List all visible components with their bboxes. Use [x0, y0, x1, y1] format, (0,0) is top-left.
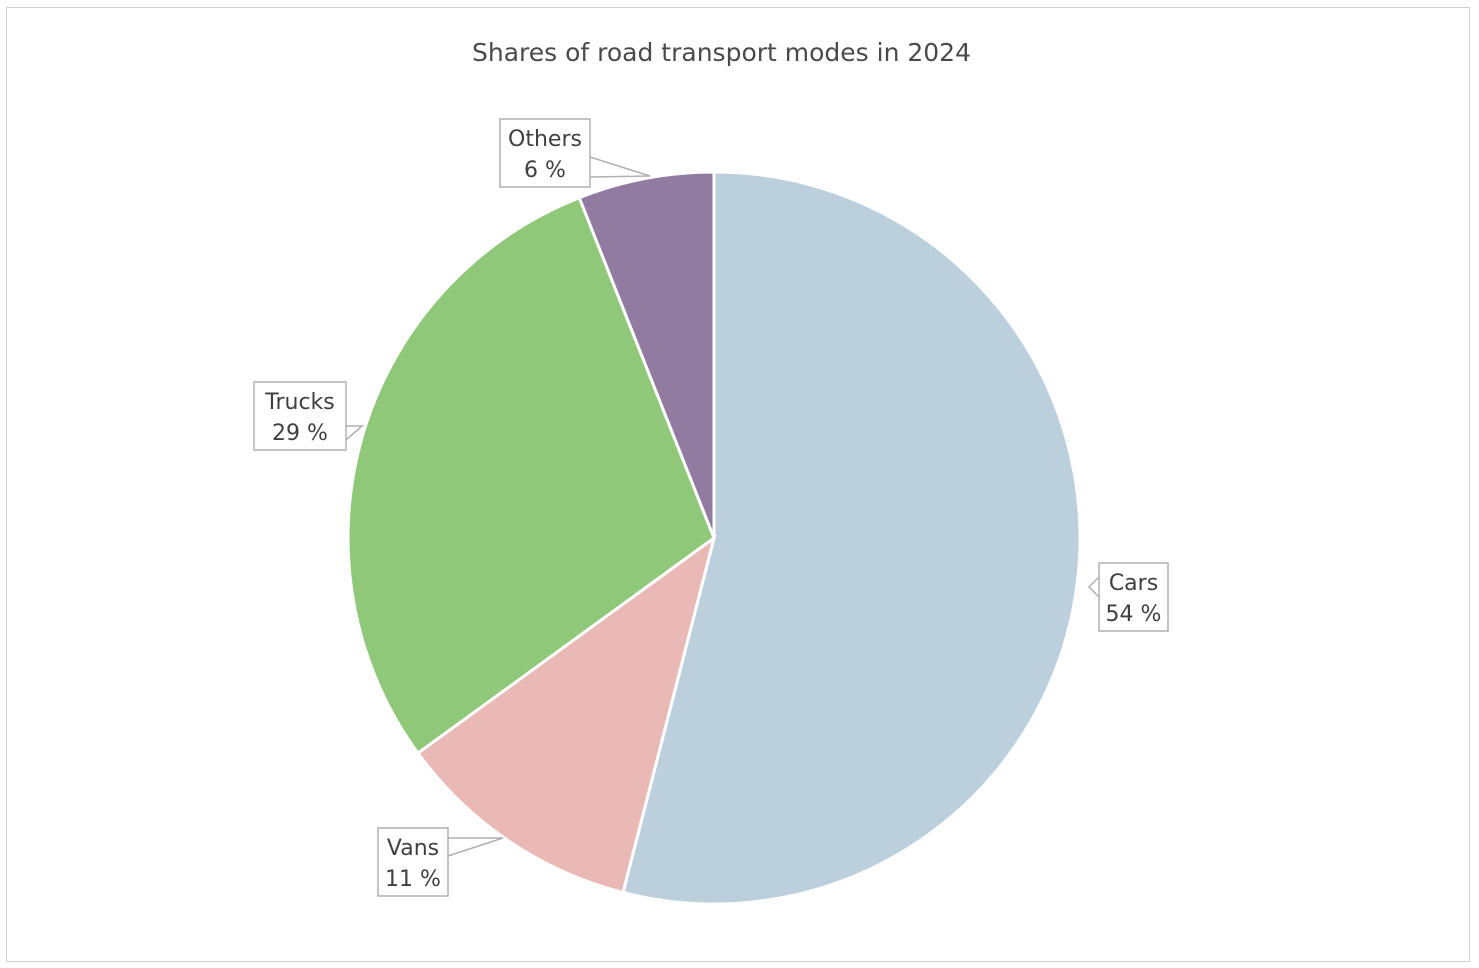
data-label-box-trucks: [253, 381, 347, 451]
data-label-name-vans: Vans: [387, 836, 439, 861]
pie-slices: [346, 170, 1082, 906]
chart-title: Shares of road transport modes in 2024: [471, 38, 971, 67]
pie-slice-vans: [415, 534, 717, 895]
leader-line-trucks: [345, 425, 364, 441]
data-label-value-vans: 11 %: [385, 867, 441, 892]
data-label-name-others: Others: [508, 127, 582, 152]
leader-line-others: [589, 156, 651, 178]
pie-slice-cars: [621, 170, 1082, 906]
leader-line-vans: [447, 837, 504, 857]
data-label-value-others: 6 %: [524, 158, 566, 183]
data-label-value-trucks: 29 %: [272, 421, 328, 446]
data-label-box-cars: [1098, 562, 1169, 632]
data-label-value-cars: 54 %: [1106, 602, 1162, 627]
pie-slice-others: [577, 170, 716, 539]
data-label-name-cars: Cars: [1109, 571, 1158, 596]
pie-slice-trucks: [346, 195, 716, 756]
leader-line-cars: [1087, 576, 1100, 598]
data-label-name-trucks: Trucks: [264, 390, 335, 415]
pie-labels: Cars 54 % Vans 11 % Trucks 29 % Others 6 %: [253, 118, 1169, 897]
data-label-box-vans: [377, 827, 449, 897]
data-label-box-others: [499, 118, 591, 188]
